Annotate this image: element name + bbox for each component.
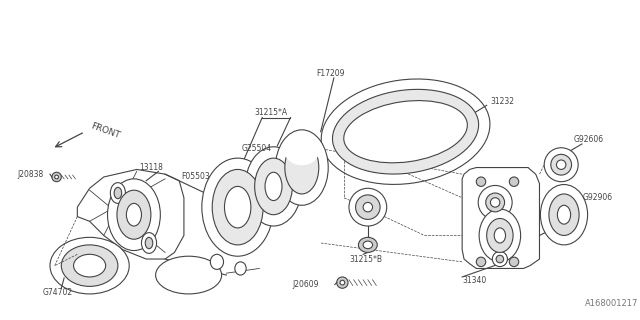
Ellipse shape bbox=[349, 188, 387, 226]
Text: J20609: J20609 bbox=[292, 280, 319, 289]
Ellipse shape bbox=[50, 237, 129, 294]
Ellipse shape bbox=[490, 198, 500, 207]
Text: A168001217: A168001217 bbox=[585, 299, 638, 308]
Ellipse shape bbox=[358, 237, 377, 252]
Text: 31215*B: 31215*B bbox=[349, 254, 382, 264]
Text: J20838: J20838 bbox=[17, 170, 44, 179]
Ellipse shape bbox=[486, 193, 504, 212]
Ellipse shape bbox=[321, 79, 490, 184]
Text: G92606: G92606 bbox=[573, 135, 604, 144]
Ellipse shape bbox=[108, 179, 161, 251]
Ellipse shape bbox=[492, 252, 508, 267]
Ellipse shape bbox=[202, 158, 273, 256]
Ellipse shape bbox=[363, 241, 372, 249]
Ellipse shape bbox=[156, 256, 221, 294]
Text: F17209: F17209 bbox=[316, 69, 344, 78]
Ellipse shape bbox=[52, 172, 61, 182]
Ellipse shape bbox=[110, 183, 125, 204]
Ellipse shape bbox=[478, 186, 512, 220]
Text: 31384: 31384 bbox=[549, 226, 573, 235]
Text: 31232: 31232 bbox=[490, 97, 515, 106]
Ellipse shape bbox=[363, 203, 372, 212]
Ellipse shape bbox=[557, 205, 571, 224]
Ellipse shape bbox=[549, 194, 579, 236]
Ellipse shape bbox=[117, 190, 151, 239]
Ellipse shape bbox=[476, 257, 486, 267]
Ellipse shape bbox=[337, 277, 348, 288]
Ellipse shape bbox=[225, 187, 251, 228]
Ellipse shape bbox=[245, 147, 302, 226]
Ellipse shape bbox=[211, 254, 223, 269]
Ellipse shape bbox=[235, 262, 246, 275]
Ellipse shape bbox=[145, 237, 153, 249]
Ellipse shape bbox=[540, 185, 588, 245]
Ellipse shape bbox=[212, 169, 263, 245]
Ellipse shape bbox=[333, 89, 479, 174]
Text: G92906: G92906 bbox=[583, 193, 613, 202]
Ellipse shape bbox=[509, 177, 519, 187]
Ellipse shape bbox=[285, 136, 319, 165]
Ellipse shape bbox=[61, 245, 118, 286]
Text: 31215*A: 31215*A bbox=[255, 108, 288, 117]
Ellipse shape bbox=[74, 254, 106, 277]
Ellipse shape bbox=[126, 204, 141, 226]
Ellipse shape bbox=[496, 255, 504, 263]
Ellipse shape bbox=[494, 228, 506, 243]
Polygon shape bbox=[77, 169, 184, 259]
Polygon shape bbox=[462, 168, 540, 268]
Text: FRONT: FRONT bbox=[90, 121, 122, 140]
Ellipse shape bbox=[141, 233, 157, 253]
Ellipse shape bbox=[356, 195, 380, 220]
Ellipse shape bbox=[486, 219, 513, 252]
Ellipse shape bbox=[509, 257, 519, 267]
Ellipse shape bbox=[114, 187, 122, 199]
Text: F05503: F05503 bbox=[181, 172, 210, 181]
Ellipse shape bbox=[340, 280, 345, 285]
Ellipse shape bbox=[54, 175, 58, 179]
Ellipse shape bbox=[265, 172, 282, 201]
Ellipse shape bbox=[556, 160, 566, 169]
Ellipse shape bbox=[255, 158, 292, 215]
Ellipse shape bbox=[476, 177, 486, 187]
Ellipse shape bbox=[275, 130, 328, 205]
Ellipse shape bbox=[544, 148, 578, 182]
Ellipse shape bbox=[479, 209, 520, 262]
Text: G25504: G25504 bbox=[241, 144, 271, 153]
Text: 13118: 13118 bbox=[140, 163, 163, 172]
Ellipse shape bbox=[551, 154, 572, 175]
Text: 31340: 31340 bbox=[462, 276, 486, 285]
Ellipse shape bbox=[344, 100, 467, 163]
Ellipse shape bbox=[285, 141, 319, 194]
Text: G74702: G74702 bbox=[42, 288, 72, 297]
